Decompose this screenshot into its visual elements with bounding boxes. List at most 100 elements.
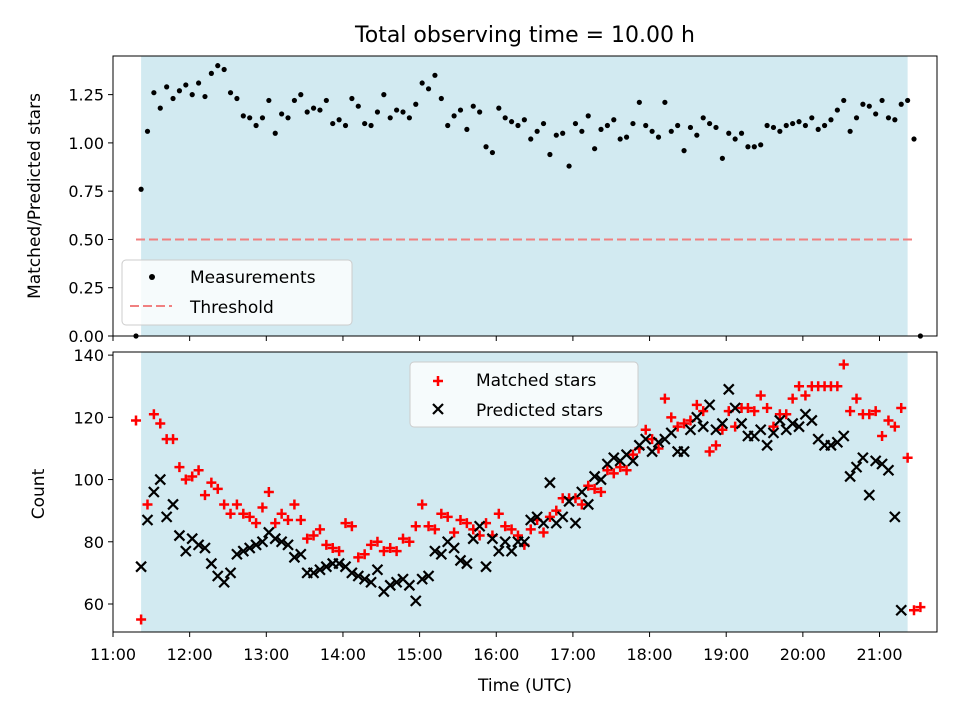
predicted-star-marker (569, 517, 582, 529)
measurement-point (457, 107, 464, 113)
predicted-star-marker (652, 436, 665, 448)
matched-star-marker (659, 393, 670, 404)
measurement-point (438, 95, 444, 102)
measurement-point (215, 63, 221, 69)
predicted-star-marker (269, 532, 282, 545)
matched-star-marker (896, 403, 907, 413)
measurement-point (892, 117, 898, 123)
measurement-point (911, 136, 917, 142)
predicted-star-marker (371, 564, 384, 576)
measurement-point (470, 103, 476, 109)
matched-star-marker (136, 614, 147, 625)
measurement-point (464, 126, 470, 132)
matched-star-marker (455, 515, 466, 525)
matched-star-marker (180, 474, 191, 485)
measurement-point (432, 72, 438, 78)
measurement-point (777, 128, 783, 134)
predicted-star-marker (409, 595, 422, 607)
measurement-point (381, 92, 387, 98)
measurement-point (732, 136, 738, 142)
measurement-point (317, 107, 323, 113)
matched-star-marker (538, 527, 549, 538)
measurement-point (502, 115, 508, 121)
measurement-point (560, 130, 566, 136)
predicted-star-marker (307, 567, 320, 579)
measurement-point (189, 92, 195, 98)
chart-title: Total observing time = 10.00 h (354, 23, 695, 48)
matched-star-marker (506, 524, 517, 535)
matched-star-marker (845, 406, 856, 417)
predicted-star-marker (256, 536, 269, 548)
predicted-star-marker (429, 545, 441, 557)
measurement-point (649, 128, 655, 134)
measurement-point (905, 97, 911, 104)
measurement-point (496, 105, 502, 111)
matched-star-marker (621, 465, 632, 476)
measurement-point (841, 97, 847, 104)
predicted-star-marker (199, 542, 211, 554)
predicted-star-marker (173, 529, 186, 542)
matched-star-marker (142, 499, 153, 510)
predicted-star-marker (295, 548, 307, 560)
matched-star-marker (263, 487, 274, 497)
predicted-star-marker (863, 489, 876, 501)
measurement-point (585, 113, 591, 119)
bottom-x-tick-label: 16:00 (473, 645, 519, 664)
predicted-star-marker (697, 420, 709, 433)
measurement-point (885, 115, 892, 121)
legend-predicted-marker (432, 403, 444, 415)
predicted-star-marker (678, 445, 690, 458)
predicted-star-marker (314, 564, 326, 576)
predicted-star-marker (576, 486, 588, 498)
matched-star-marker (787, 393, 798, 404)
predicted-star-marker (403, 579, 416, 592)
predicted-star-marker (358, 573, 371, 585)
measurement-point (770, 124, 777, 131)
matched-star-marker (212, 483, 223, 494)
measurement-point (790, 120, 796, 127)
predicted-star-marker (237, 545, 250, 557)
matched-star-marker (698, 406, 709, 417)
top-y-tick-label: 0.00 (68, 327, 104, 346)
matched-star-marker (436, 508, 447, 519)
predicted-star-marker (486, 532, 499, 545)
predicted-star-marker (639, 433, 652, 445)
measurement-point (655, 134, 662, 140)
matched-star-marker (544, 511, 555, 522)
matched-star-marker (429, 524, 440, 535)
top-y-axis-label: Matched/Predicted stars (25, 93, 45, 299)
matched-star-marker (244, 511, 255, 522)
predicted-star-marker (722, 383, 735, 396)
measurement-point (489, 149, 496, 156)
predicted-star-marker (416, 573, 428, 585)
predicted-star-marker (524, 514, 537, 526)
measurement-point (898, 101, 904, 107)
matched-star-marker (832, 381, 843, 392)
measurement-point (853, 115, 860, 121)
top-legend: Measurements Threshold (121, 259, 353, 326)
measurement-point (764, 122, 770, 129)
predicted-star-marker (250, 539, 262, 551)
measurement-point (259, 115, 266, 121)
predicted-star-marker (454, 554, 467, 567)
measurement-point (336, 117, 342, 123)
measurement-point (195, 80, 202, 86)
measurement-point (604, 122, 611, 129)
measurement-point (355, 103, 361, 109)
measurement-point (707, 120, 713, 127)
bottom-x-tick-label: 18:00 (627, 645, 673, 664)
matched-star-marker (794, 381, 805, 392)
matched-star-marker (378, 546, 389, 557)
predicted-star-marker (889, 511, 901, 523)
matched-star-marker (627, 449, 638, 460)
matched-star-marker (148, 409, 159, 420)
measurement-point (253, 122, 259, 129)
matched-star-marker (340, 518, 351, 529)
measurement-point (611, 117, 617, 123)
measurement-point (445, 122, 451, 129)
measurement-point (719, 155, 725, 161)
measurement-point (425, 86, 432, 92)
measurement-point (176, 88, 183, 94)
matched-star-marker (302, 533, 313, 544)
